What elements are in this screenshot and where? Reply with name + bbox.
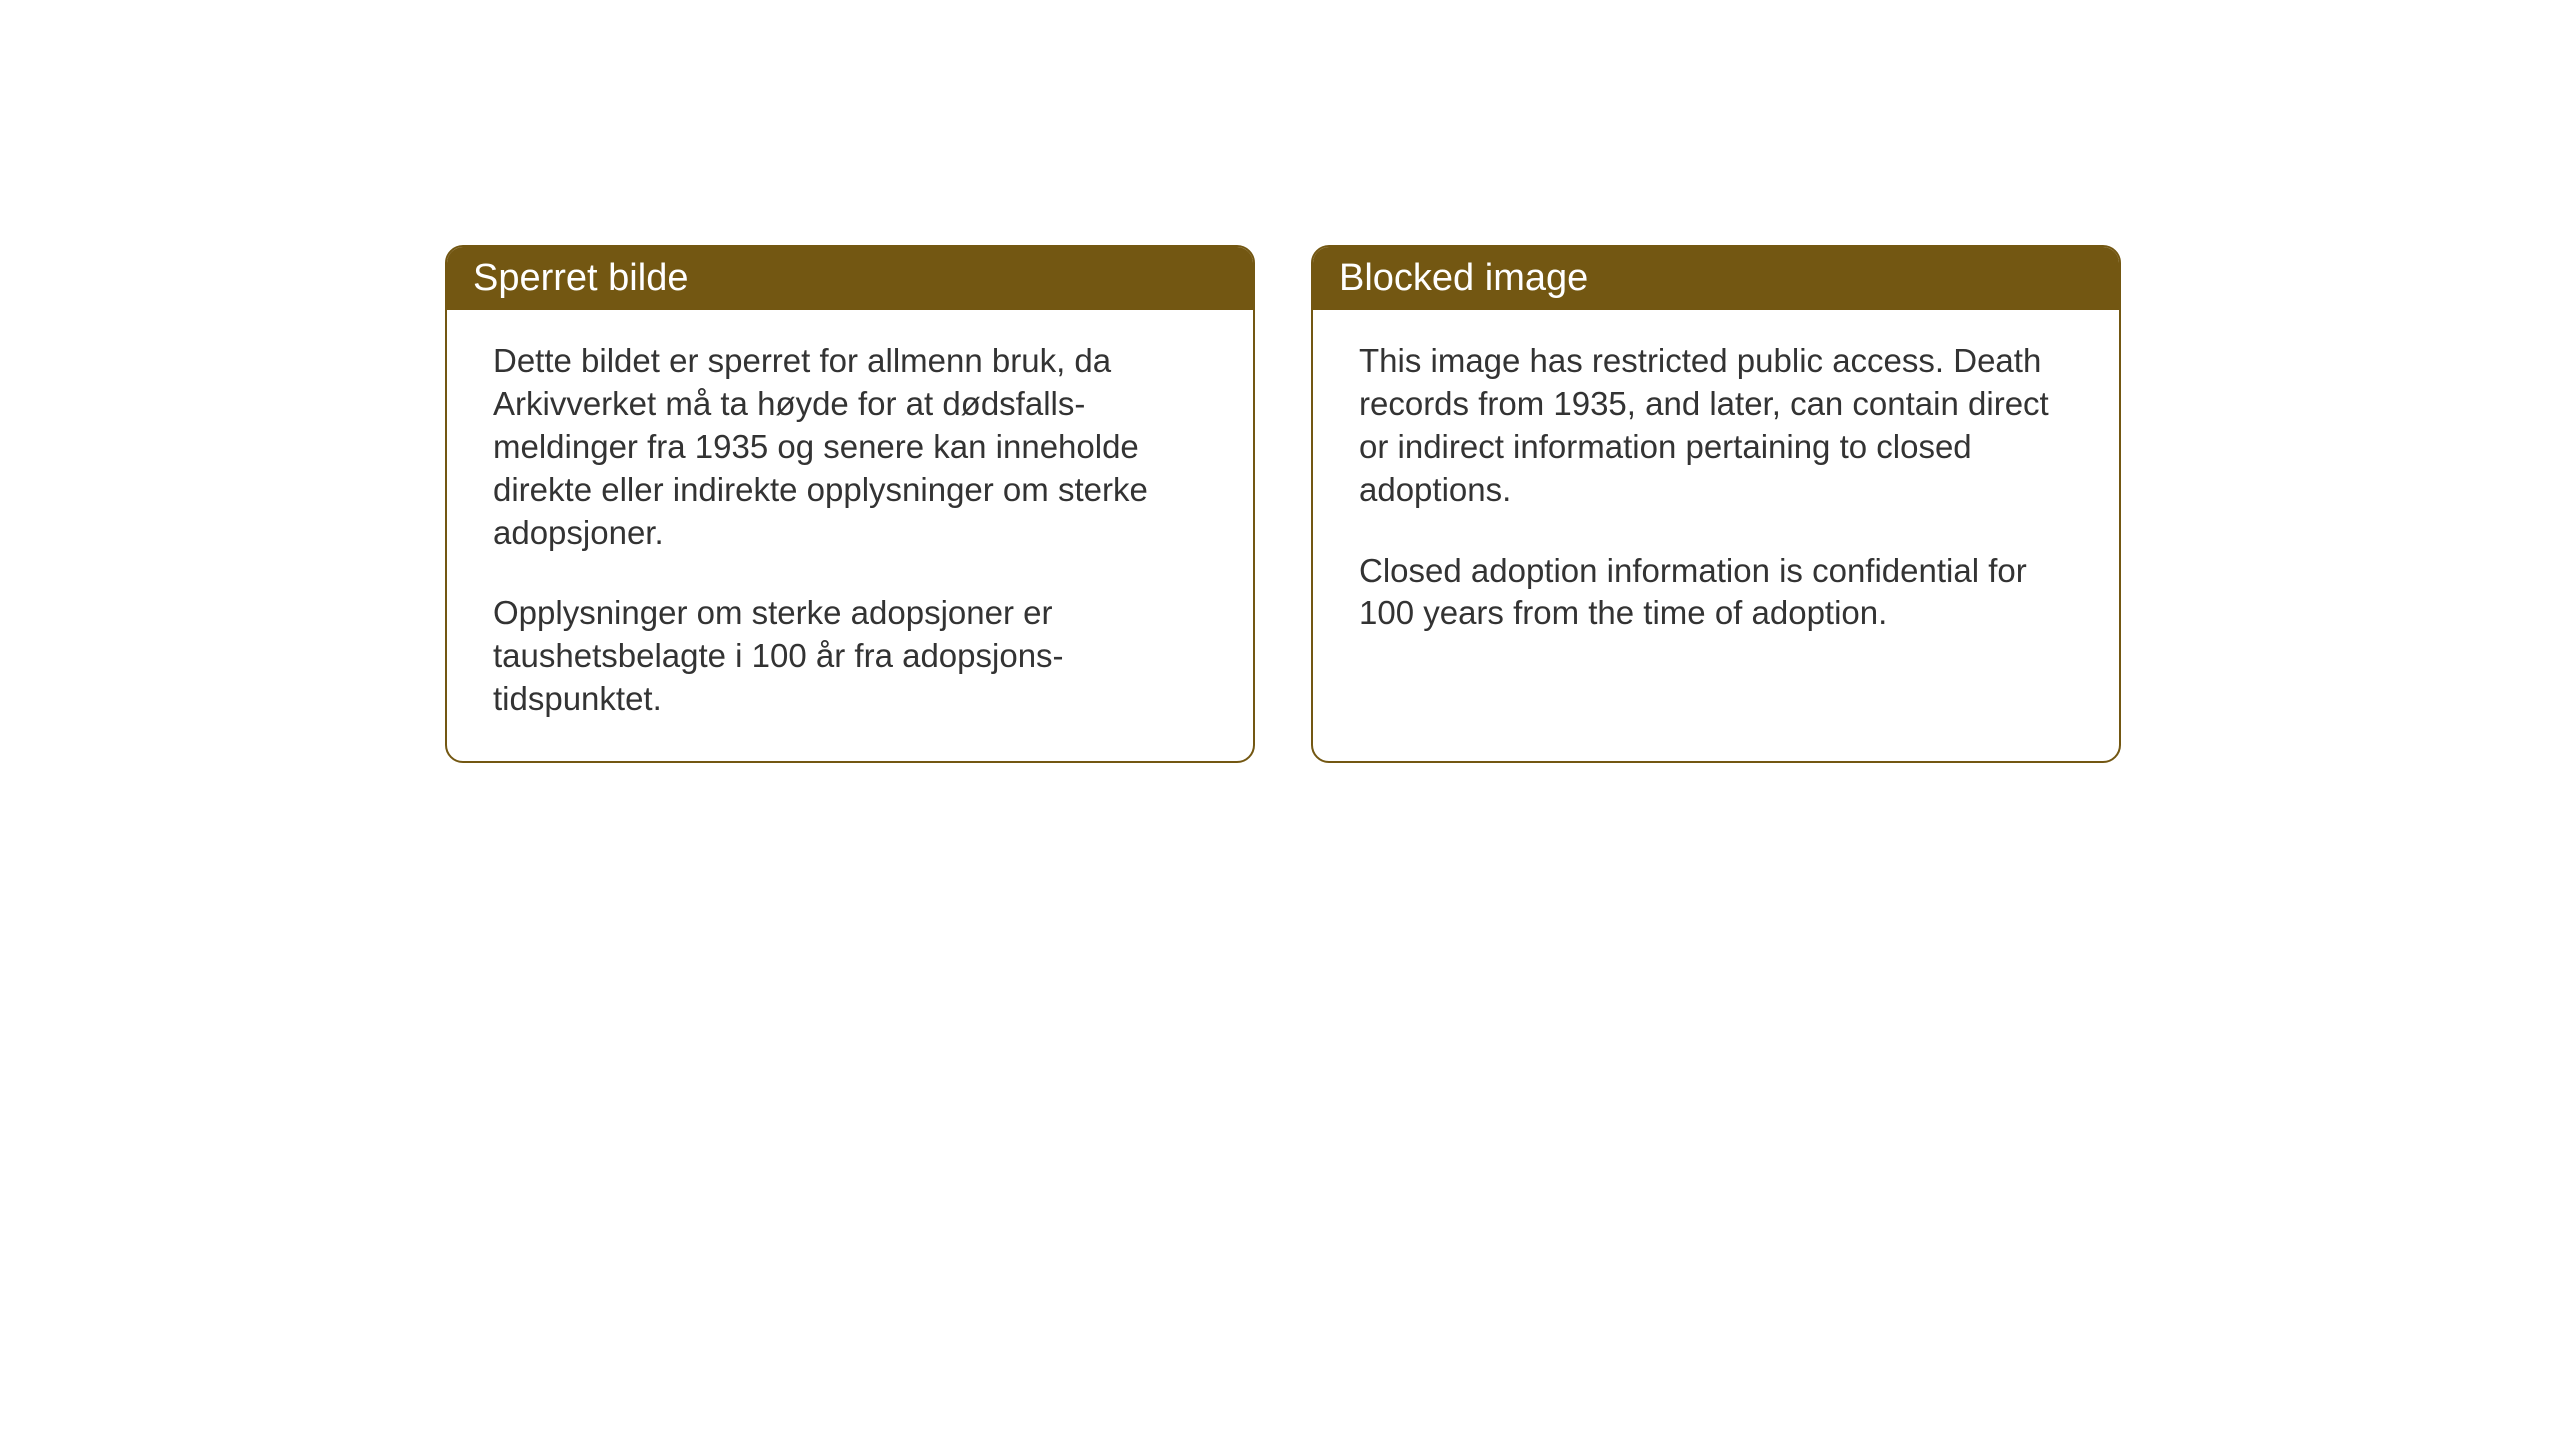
cards-container: Sperret bilde Dette bildet er sperret fo… [445, 245, 2121, 763]
norwegian-paragraph-2: Opplysninger om sterke adopsjoner er tau… [493, 592, 1207, 721]
english-paragraph-1: This image has restricted public access.… [1359, 340, 2073, 512]
english-card-title: Blocked image [1313, 247, 2119, 310]
norwegian-paragraph-1: Dette bildet er sperret for allmenn bruk… [493, 340, 1207, 554]
norwegian-card-title: Sperret bilde [447, 247, 1253, 310]
norwegian-card-body: Dette bildet er sperret for allmenn bruk… [447, 310, 1253, 761]
english-card: Blocked image This image has restricted … [1311, 245, 2121, 763]
norwegian-card: Sperret bilde Dette bildet er sperret fo… [445, 245, 1255, 763]
english-card-body: This image has restricted public access.… [1313, 310, 2119, 675]
english-paragraph-2: Closed adoption information is confident… [1359, 550, 2073, 636]
